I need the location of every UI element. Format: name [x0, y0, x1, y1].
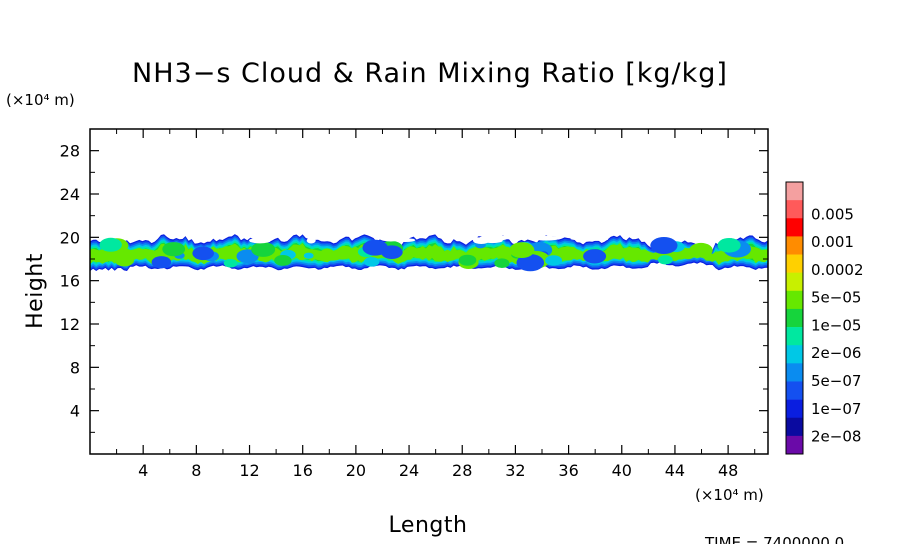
x-axis-ticks: 4 8 12 16 20 24 28 32 36 40 44 48 [116, 129, 756, 480]
colorbar-segment [786, 345, 803, 364]
colorbar-label: 0.0002 [811, 261, 864, 279]
cloud-puff [99, 237, 122, 252]
y-unit-label: (×10⁴ m) [6, 91, 75, 109]
cloud-gap [473, 237, 482, 244]
y-tick-label: 12 [60, 315, 80, 334]
x-tick-label: 36 [558, 461, 578, 480]
time-label: TIME = 7400000.0 [704, 534, 844, 544]
x-tick-label: 12 [239, 461, 259, 480]
x-tick-label: 8 [191, 461, 201, 480]
cloud-puff [364, 257, 380, 267]
x-axis-title: Length [389, 513, 468, 538]
x-tick-label: 44 [665, 461, 685, 480]
colorbar-segment [786, 182, 803, 201]
cloud-layer [90, 234, 768, 272]
cloud-puff [192, 246, 214, 261]
colorbar-label: 5e−05 [811, 289, 861, 307]
cloud-gap [306, 237, 316, 244]
colorbar: 0.005 0.001 0.0002 5e−05 1e−05 2e−06 5e−07 1e−0… [785, 181, 864, 455]
cloud-gap [570, 237, 594, 241]
y-axis-ticks: 4 8 12 16 20 24 28 [60, 142, 768, 433]
colorbar-segment [786, 381, 803, 400]
colorbar-label: 1e−05 [811, 317, 861, 335]
x-tick-label: 20 [346, 461, 366, 480]
cloud-puff [657, 255, 673, 265]
y-tick-label: 24 [60, 185, 80, 204]
cloud-puff [516, 254, 545, 272]
cloud-puff [114, 254, 135, 267]
cloud-puff [251, 241, 276, 257]
x-tick-label: 32 [505, 461, 525, 480]
colorbar-label: 0.001 [811, 233, 854, 251]
colorbar-label: 5e−07 [811, 372, 861, 390]
cloud-puff [494, 258, 510, 269]
colorbar-segment [786, 200, 803, 219]
y-tick-label: 28 [60, 142, 80, 161]
cloud-gap [249, 237, 271, 244]
y-axis-title: Height [23, 253, 48, 329]
colorbar-segment [786, 327, 803, 346]
x-tick-label: 28 [452, 461, 472, 480]
y-tick-label: 8 [70, 358, 80, 377]
chart-title: NH3−s Cloud & Rain Mixing Ratio [kg/kg] [132, 58, 728, 89]
colorbar-segment [786, 435, 803, 455]
x-tick-label: 4 [138, 461, 148, 480]
colorbar-segment [786, 399, 803, 419]
cloud-gap [479, 235, 509, 241]
cloud-puff [717, 238, 741, 253]
cloud-puff [303, 252, 314, 259]
y-tick-label: 20 [60, 228, 80, 247]
colorbar-segment [786, 272, 803, 292]
y-tick-label: 4 [70, 402, 80, 421]
cloud-puff [162, 242, 186, 257]
x-tick-label: 16 [293, 461, 313, 480]
cloud-puff [545, 255, 563, 266]
x-unit-label: (×10⁴ m) [695, 486, 764, 504]
colorbar-frame [785, 181, 804, 455]
colorbar-label: 2e−08 [811, 428, 861, 446]
y-tick-label: 16 [60, 272, 80, 291]
cloud-puff [151, 256, 172, 269]
cloud-puff [689, 242, 713, 258]
cloud-gap [684, 234, 713, 242]
cloud-puff [509, 242, 535, 258]
cloud-puff [274, 255, 292, 266]
colorbar-label: 1e−07 [811, 400, 861, 418]
plot-frame [89, 128, 769, 455]
cloud-puff [458, 254, 477, 266]
colorbar-segment [786, 218, 803, 237]
cloud-gap [532, 235, 561, 241]
cloud-puff [380, 245, 403, 259]
colorbar-segment [786, 417, 803, 437]
colorbar-label: 2e−06 [811, 344, 861, 362]
colorbar-segment [786, 363, 803, 382]
colorbar-segment [786, 290, 803, 310]
x-tick-label: 48 [718, 461, 738, 480]
colorbar-segment [786, 254, 803, 273]
cloud-puff [650, 237, 678, 254]
colorbar-segment [786, 236, 803, 255]
x-tick-label: 24 [399, 461, 419, 480]
colorbar-label: 0.005 [811, 206, 854, 224]
x-tick-label: 40 [612, 461, 632, 480]
plot-area [90, 129, 768, 454]
cloud-puff [583, 249, 607, 264]
colorbar-segment [786, 308, 803, 328]
cloud-puff [223, 258, 238, 268]
cloud-gap [380, 236, 402, 242]
